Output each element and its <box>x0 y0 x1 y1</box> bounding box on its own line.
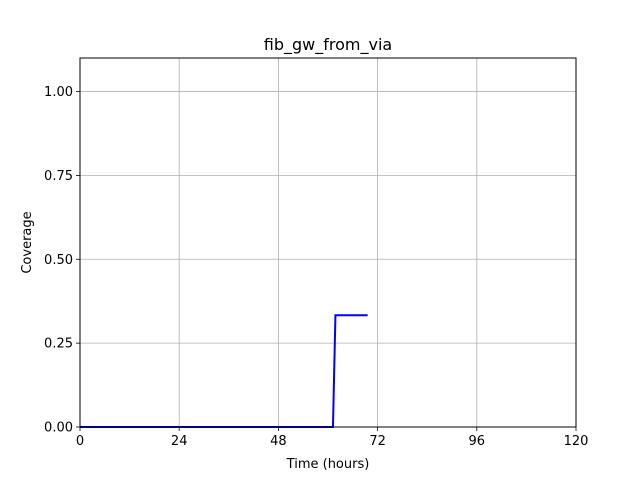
x-axis-ticks: 0 24 48 72 96 120 <box>76 427 589 449</box>
y-tick-label: 1.00 <box>44 85 73 100</box>
x-tick-label: 0 <box>76 434 84 449</box>
y-tick-label: 0.75 <box>44 169 73 184</box>
y-tick-label: 0.25 <box>44 337 73 352</box>
y-tick-label: 0.00 <box>44 421 73 436</box>
y-axis-label: Coverage <box>20 211 35 273</box>
x-tick-label: 72 <box>369 434 386 449</box>
x-tick-label: 96 <box>469 434 486 449</box>
plot-frame <box>79 57 577 428</box>
x-tick-label: 120 <box>564 434 589 449</box>
y-tick-label: 0.50 <box>44 253 73 268</box>
x-axis-label: Time (hours) <box>286 457 370 472</box>
x-tick-label: 24 <box>171 434 188 449</box>
chart-title: fib_gw_from_via <box>264 35 392 55</box>
y-axis-ticks: 0.00 0.25 0.50 0.75 1.00 <box>44 85 80 436</box>
x-tick-label: 48 <box>270 434 287 449</box>
